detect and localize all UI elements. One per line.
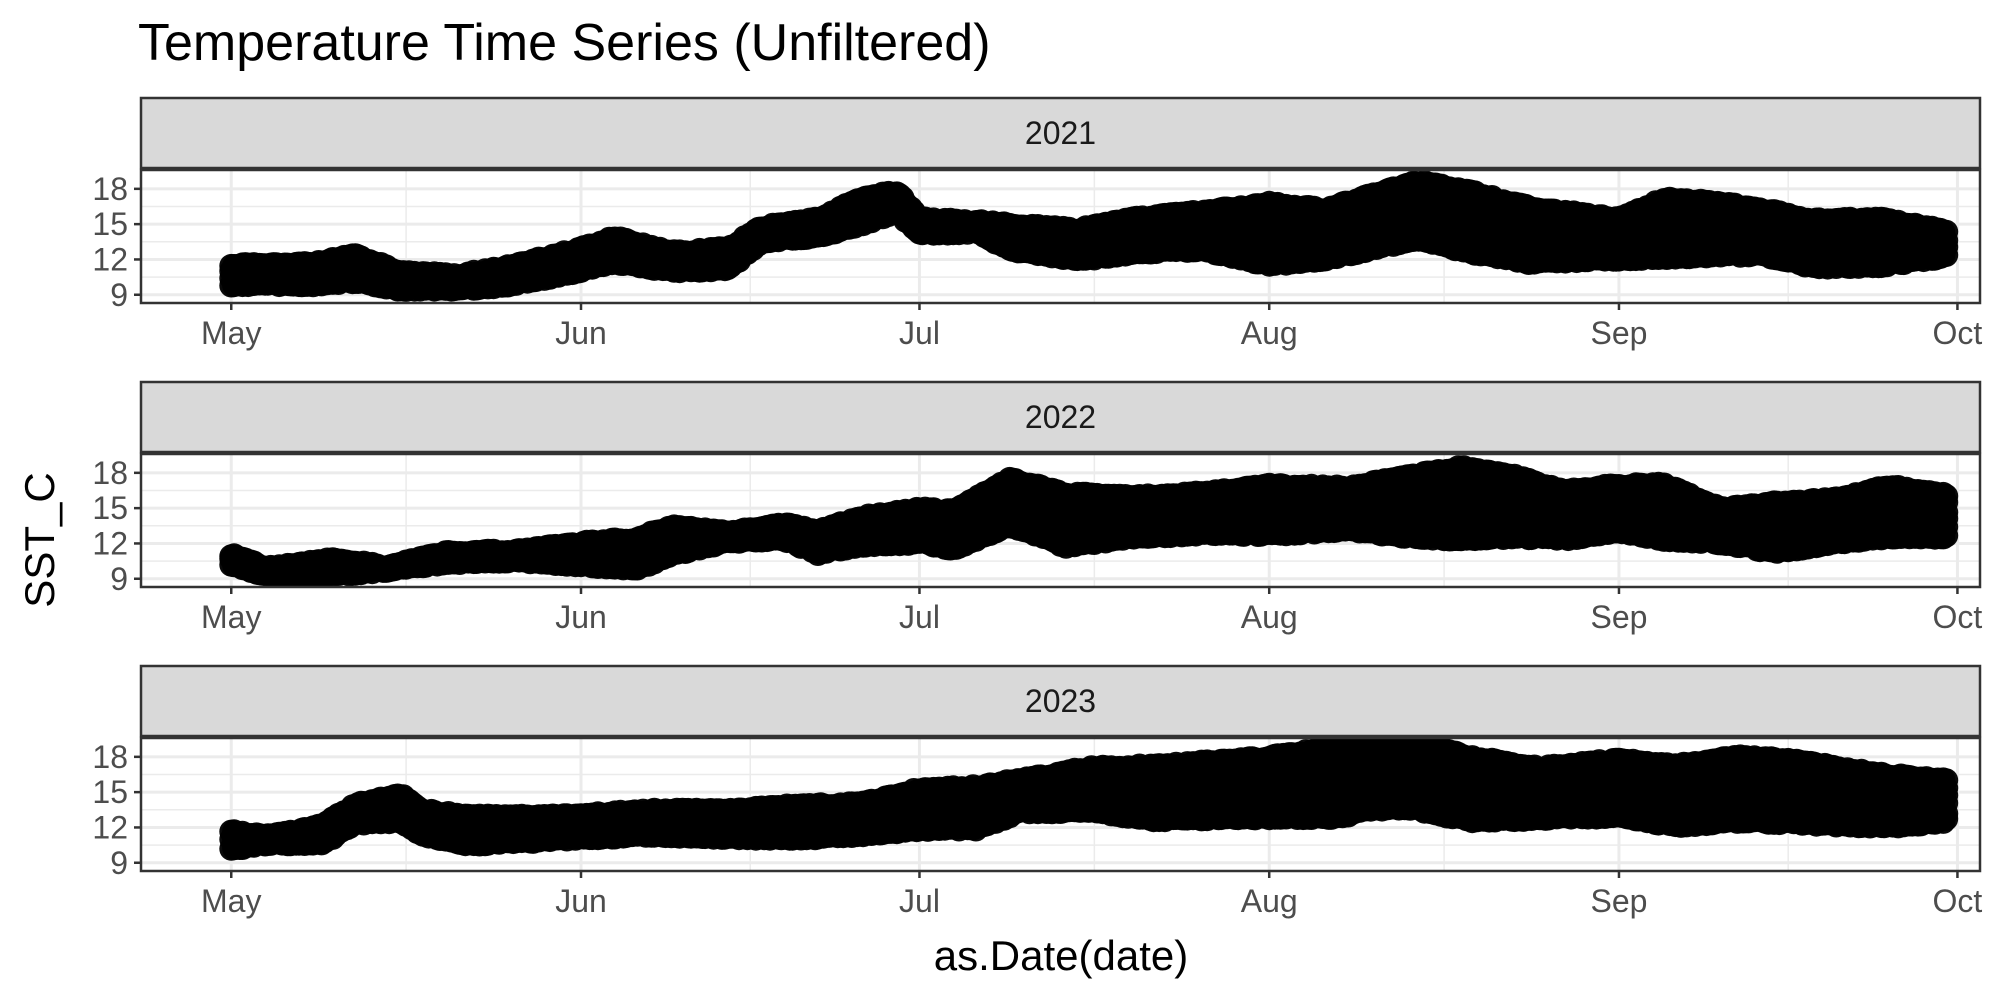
- y-axis-title: SST_C: [16, 472, 63, 607]
- data-points-2021: [219, 170, 1959, 302]
- data-point: [1934, 243, 1959, 267]
- facet-strip-label: 2021: [1025, 115, 1096, 151]
- data-points-2022: [219, 455, 1959, 587]
- x-tick-label: Jun: [555, 315, 607, 351]
- y-tick-label: 18: [92, 171, 128, 207]
- x-tick-label: Sep: [1591, 315, 1648, 351]
- facet-strip: [139, 380, 1982, 454]
- y-tick-label: 12: [92, 241, 128, 277]
- y-tick-label: 15: [92, 206, 128, 242]
- panel-border: [139, 168, 1982, 305]
- facet-strip-label: 2022: [1025, 399, 1096, 435]
- facet-strip: [139, 96, 1982, 170]
- x-tick-label: Jul: [899, 315, 940, 351]
- x-tick-label: May: [201, 315, 261, 351]
- y-tick-label: 9: [110, 277, 128, 313]
- x-axis-title: as.Date(date): [934, 932, 1188, 979]
- x-tick-label: Aug: [1241, 315, 1298, 351]
- x-tick-label: Oct: [1933, 315, 1983, 351]
- chart-title: Temperature Time Series (Unfiltered): [138, 14, 991, 72]
